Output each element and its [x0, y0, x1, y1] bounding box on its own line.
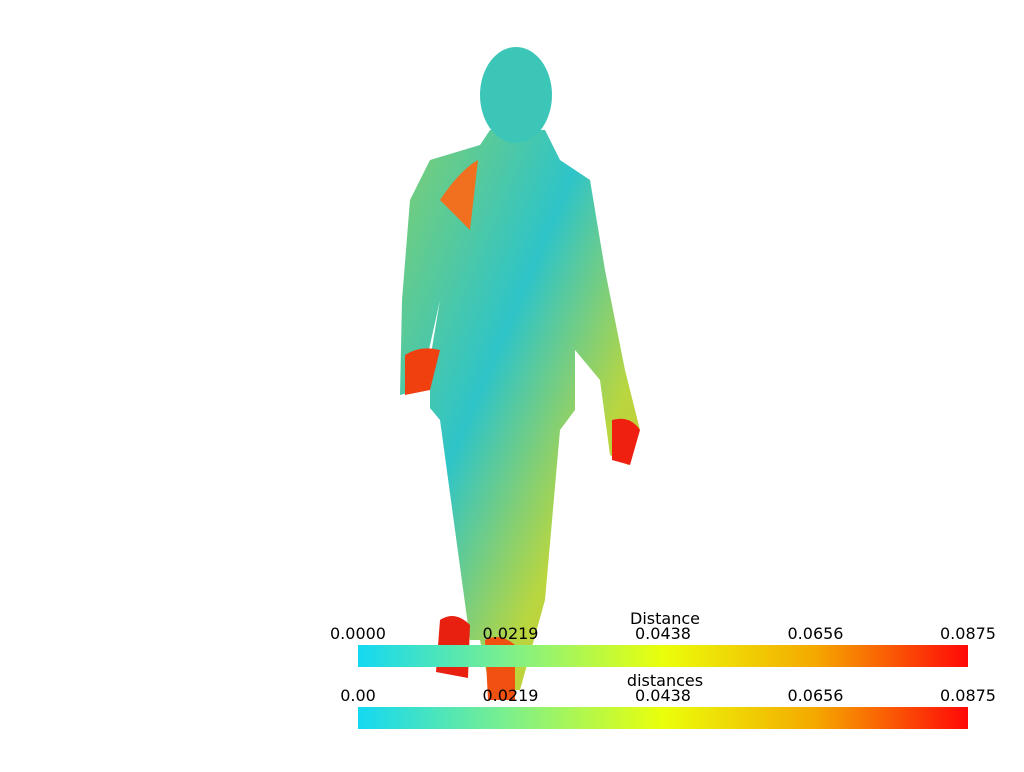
scalar-bars: Distance 0.0000 0.0219 0.0438 0.0656 0.0875 di… — [330, 609, 996, 729]
colorbar-title: Distance — [630, 609, 700, 628]
colorbar-tick-label: 0.0656 — [788, 686, 844, 705]
colorbar-title: distances — [627, 671, 703, 690]
body — [400, 130, 640, 690]
colorbar-tick-label: 0.0875 — [940, 686, 996, 705]
colorbar — [358, 707, 968, 729]
hand-right — [612, 418, 640, 465]
colorbar — [358, 645, 968, 667]
head — [480, 47, 552, 143]
colorbar-tick-label: 0.00 — [340, 686, 376, 705]
colorbar-tick-label: 0.0438 — [635, 624, 691, 643]
colorbar-tick-label: 0.0875 — [940, 624, 996, 643]
colorbar-tick-label: 0.0656 — [788, 624, 844, 643]
shoulder-highlight — [440, 160, 478, 230]
mesh-figure — [400, 47, 640, 700]
colorbar-tick-label: 0.0219 — [483, 686, 539, 705]
colorbar-tick-label: 0.0438 — [635, 686, 691, 705]
colorbar-tick-label: 0.0000 — [330, 624, 386, 643]
hand-left — [405, 348, 440, 395]
colorbar-tick-label: 0.0219 — [483, 624, 539, 643]
